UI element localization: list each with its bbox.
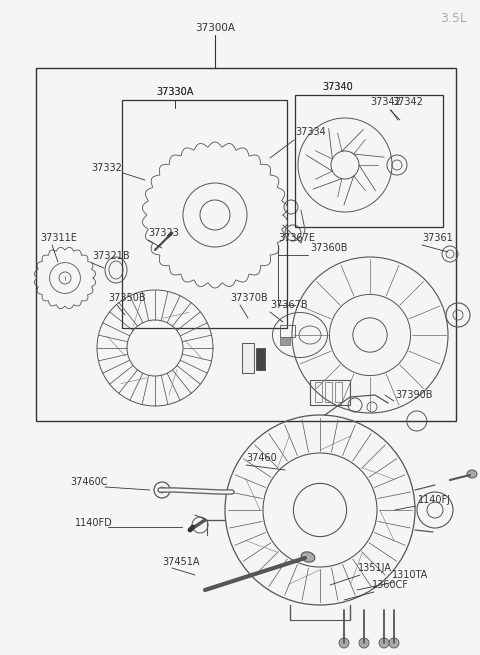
Bar	[310, 380, 350, 405]
Circle shape	[339, 638, 349, 648]
Circle shape	[154, 482, 170, 498]
Text: 1310TA: 1310TA	[392, 570, 428, 580]
Text: 1140FD: 1140FD	[75, 518, 113, 528]
Bar	[325, 382, 332, 402]
Text: 1351JA: 1351JA	[358, 563, 392, 573]
Text: 37390B: 37390B	[395, 390, 432, 400]
Ellipse shape	[467, 470, 477, 478]
Ellipse shape	[301, 552, 315, 562]
Bar	[280, 337, 290, 345]
Text: 37342: 37342	[392, 97, 423, 107]
Text: 37361: 37361	[422, 233, 453, 243]
Bar	[280, 325, 295, 337]
Text: 37451A: 37451A	[162, 557, 200, 567]
Text: 37332: 37332	[91, 163, 122, 173]
Text: 37311E: 37311E	[40, 233, 77, 243]
Text: 37340: 37340	[323, 82, 353, 92]
Text: 37460: 37460	[246, 453, 277, 463]
Text: 37367E: 37367E	[278, 233, 315, 243]
Bar	[335, 382, 342, 402]
Text: 37323: 37323	[148, 228, 179, 238]
Text: 37350B: 37350B	[108, 293, 145, 303]
Text: 3.5L: 3.5L	[440, 12, 467, 24]
Text: 37370B: 37370B	[230, 293, 268, 303]
Bar	[315, 382, 322, 402]
Text: 37460C: 37460C	[70, 477, 108, 487]
Bar	[242, 343, 254, 373]
Text: 37321B: 37321B	[92, 251, 130, 261]
Circle shape	[359, 638, 369, 648]
Bar	[36, 68, 456, 421]
Text: 37340: 37340	[323, 82, 353, 92]
Text: 37334: 37334	[295, 127, 326, 137]
Bar	[295, 95, 443, 227]
Text: 37367B: 37367B	[270, 300, 308, 310]
Text: 37330A: 37330A	[156, 87, 194, 97]
Text: 37360B: 37360B	[310, 243, 348, 253]
Bar	[122, 100, 287, 328]
Text: 37330A: 37330A	[156, 87, 194, 97]
Text: 1140FJ: 1140FJ	[418, 495, 451, 505]
Text: 37300A: 37300A	[195, 23, 235, 33]
Circle shape	[389, 638, 399, 648]
Bar	[256, 348, 265, 370]
Text: 37342: 37342	[370, 97, 401, 107]
Circle shape	[379, 638, 389, 648]
Text: 1360CF: 1360CF	[372, 580, 409, 590]
